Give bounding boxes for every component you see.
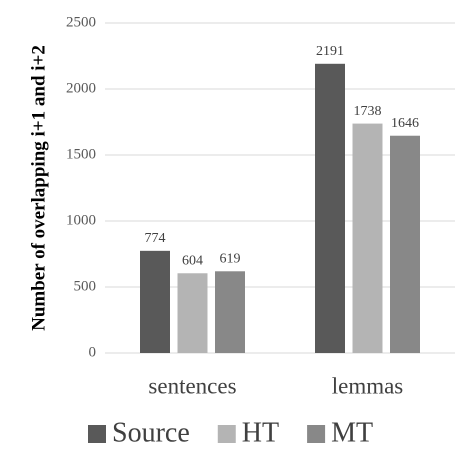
bar bbox=[215, 271, 245, 353]
data-label: 619 bbox=[220, 252, 241, 267]
legend-swatch bbox=[88, 425, 106, 443]
bar bbox=[140, 250, 170, 353]
bar bbox=[315, 63, 345, 354]
x-tick-label: sentences bbox=[148, 373, 236, 398]
data-label: 2191 bbox=[316, 44, 344, 59]
y-tick-label: 2000 bbox=[66, 80, 96, 96]
y-tick-label: 1500 bbox=[66, 146, 96, 162]
legend-label: HT bbox=[242, 417, 279, 448]
x-tick-label: lemmas bbox=[332, 373, 404, 398]
y-tick-label: 1000 bbox=[66, 212, 96, 228]
legend-swatch bbox=[217, 425, 236, 443]
y-tick-label: 2500 bbox=[66, 14, 96, 30]
legend-label: Source bbox=[112, 417, 190, 448]
legend-swatch bbox=[307, 425, 326, 443]
y-tick-label: 0 bbox=[89, 344, 97, 360]
bar bbox=[177, 273, 208, 353]
data-label: 1646 bbox=[391, 116, 419, 131]
bar bbox=[390, 135, 420, 353]
data-label: 774 bbox=[145, 231, 166, 246]
data-label: 1738 bbox=[354, 104, 382, 119]
legend-label: MT bbox=[331, 417, 373, 448]
bar bbox=[352, 123, 383, 353]
data-label: 604 bbox=[182, 253, 203, 268]
y-tick-label: 500 bbox=[74, 278, 97, 294]
y-axis-label: Number of overlapping i+1 and i+2 bbox=[28, 45, 49, 331]
